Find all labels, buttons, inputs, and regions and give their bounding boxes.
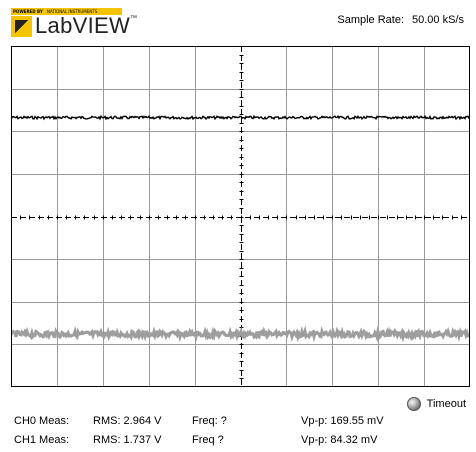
sample-rate-display: Sample Rate: 50.00 kS/s [337, 14, 464, 26]
trademark-symbol: ™ [130, 15, 138, 22]
graph-border [11, 46, 470, 387]
ch0-trace [11, 114, 470, 121]
ni-logo-icon [11, 16, 32, 37]
ch0-freq-value: Freq: ? [192, 415, 227, 427]
labview-wordmark: LabVIEW™ [35, 14, 137, 38]
timeout-indicator: Timeout [406, 396, 466, 412]
ch1-rms-value: RMS: 1.737 V [93, 434, 162, 446]
sample-rate-value: 50.00 kS/s [412, 14, 464, 26]
ch0-vpp-value: Vp-p: 169.55 mV [301, 415, 384, 427]
logo-banner: POWERED BY NATIONAL INSTRUMENTS [11, 8, 122, 15]
national-instruments-text: NATIONAL INSTRUMENTS [47, 9, 98, 14]
ch1-freq-value: Freq ? [192, 434, 224, 446]
labview-logo: POWERED BY NATIONAL INSTRUMENTS LabVIEW™ [11, 8, 137, 38]
led-indicator-icon [406, 397, 421, 411]
waveform-graph[interactable] [11, 46, 470, 387]
ch0-meas-label: CH0 Meas: [14, 415, 70, 427]
waveform-plot-area[interactable] [11, 46, 470, 387]
ch0-rms-value: RMS: 2.964 V [93, 415, 162, 427]
ch1-trace [11, 325, 470, 343]
sample-rate-label: Sample Rate: [337, 14, 405, 26]
product-name: LabVIEW [35, 13, 131, 38]
powered-by-text: POWERED BY [13, 9, 43, 14]
ch1-meas-label: CH1 Meas: [14, 434, 70, 446]
ch1-measurement-row: CH1 Meas: RMS: 1.737 V Freq ? Vp-p: 84.3… [0, 433, 476, 447]
timeout-label: Timeout [426, 398, 466, 410]
ch0-measurement-row: CH0 Meas: RMS: 2.964 V Freq: ? Vp-p: 169… [0, 414, 476, 428]
ch1-vpp-value: Vp-p: 84.32 mV [301, 434, 378, 446]
